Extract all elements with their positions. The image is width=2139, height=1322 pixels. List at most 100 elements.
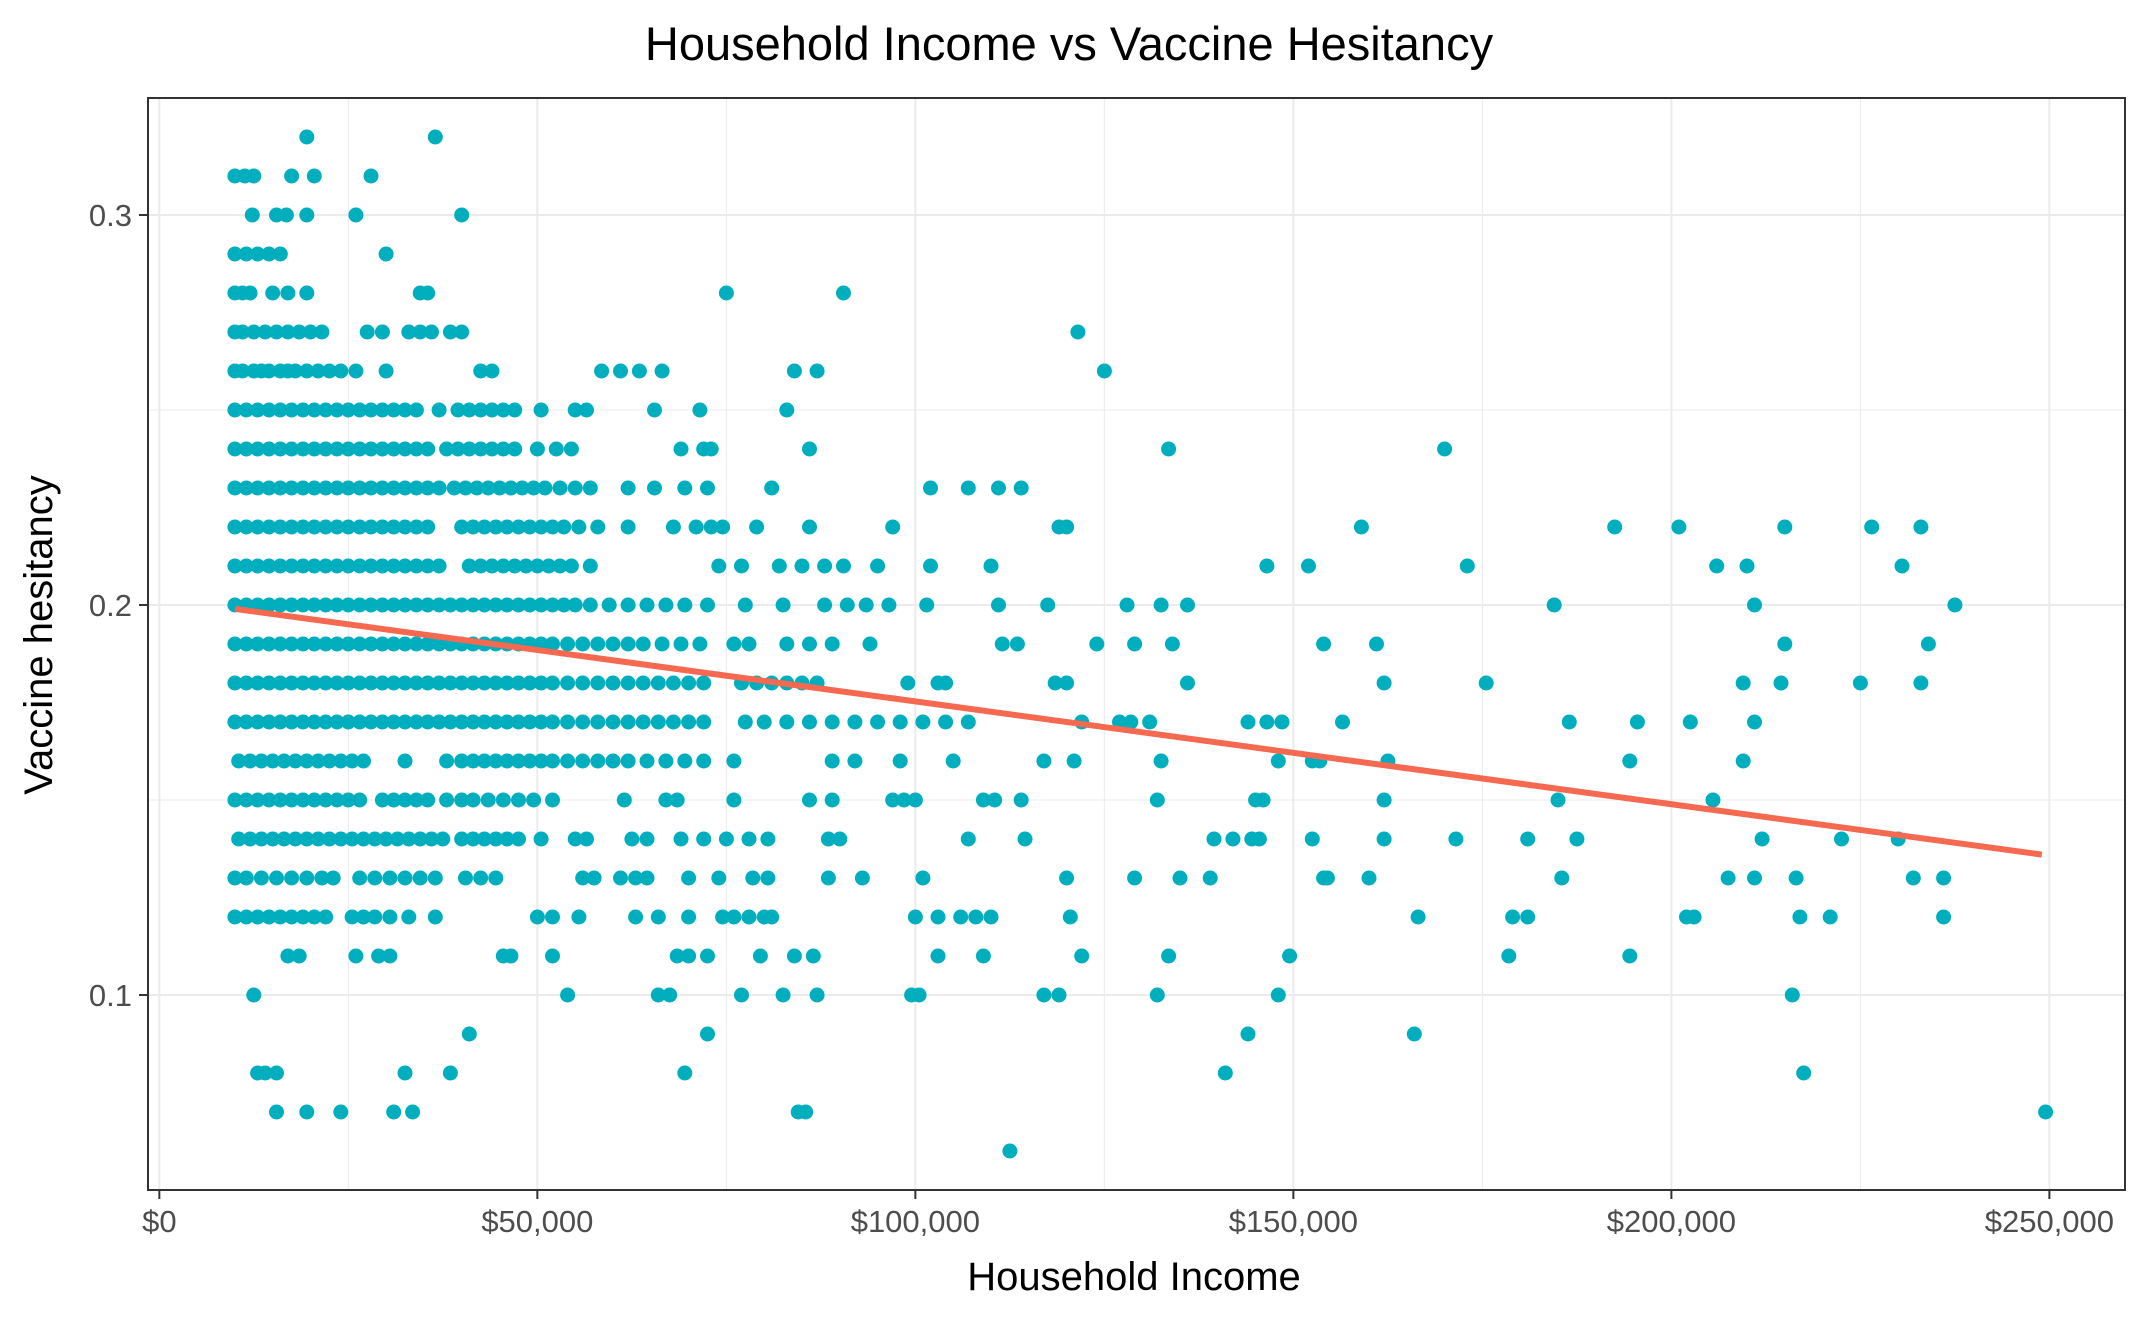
data-point <box>824 714 840 730</box>
data-point <box>911 987 927 1003</box>
data-point <box>488 831 504 847</box>
data-point <box>484 558 500 574</box>
data-point <box>465 597 481 613</box>
data-point <box>261 636 277 652</box>
data-point <box>1376 675 1392 691</box>
data-point <box>631 363 647 379</box>
data-point <box>567 402 583 418</box>
data-point <box>560 987 576 1003</box>
data-point <box>261 363 277 379</box>
data-point <box>476 831 492 847</box>
data-point <box>1047 675 1063 691</box>
data-point <box>250 714 266 730</box>
data-point <box>386 675 402 691</box>
data-point <box>563 558 579 574</box>
data-point <box>628 909 644 925</box>
data-point <box>1936 870 1952 886</box>
data-point <box>321 831 337 847</box>
data-point <box>579 831 594 847</box>
data-point <box>700 480 715 496</box>
data-point <box>299 831 315 847</box>
data-point <box>919 597 935 613</box>
data-point <box>427 909 443 925</box>
data-point <box>363 480 379 496</box>
data-point <box>586 870 602 886</box>
data-point <box>329 558 345 574</box>
data-point <box>616 792 632 808</box>
data-point <box>420 597 436 613</box>
data-point <box>424 324 439 340</box>
data-point <box>238 714 254 730</box>
data-point <box>511 792 526 808</box>
data-point <box>760 831 776 847</box>
data-point <box>250 441 266 457</box>
data-point <box>329 480 345 496</box>
data-point <box>545 636 560 652</box>
data-point <box>930 948 946 964</box>
data-point <box>340 597 356 613</box>
data-point <box>408 714 424 730</box>
data-point <box>1720 870 1736 886</box>
data-point <box>620 675 636 691</box>
data-point <box>545 792 560 808</box>
data-point <box>284 597 300 613</box>
data-point <box>1259 558 1275 574</box>
data-point <box>533 519 549 535</box>
data-point <box>1369 636 1384 652</box>
data-point <box>779 714 795 730</box>
data-point <box>408 441 424 457</box>
data-point <box>1747 597 1762 613</box>
data-point <box>397 441 413 457</box>
data-point <box>363 168 379 184</box>
data-point <box>650 675 666 691</box>
data-point <box>1149 792 1165 808</box>
data-point <box>238 870 254 886</box>
data-point <box>318 597 334 613</box>
data-point <box>318 558 334 574</box>
data-point <box>476 753 492 769</box>
data-point <box>991 597 1006 613</box>
data-point <box>624 831 640 847</box>
data-point <box>1255 792 1271 808</box>
data-point <box>295 480 311 496</box>
data-point <box>930 909 946 925</box>
data-point <box>488 597 504 613</box>
data-point <box>261 246 277 262</box>
data-point <box>318 480 334 496</box>
data-point <box>700 597 715 613</box>
data-point <box>227 558 243 574</box>
data-point <box>333 363 349 379</box>
data-point <box>340 675 356 691</box>
data-point <box>454 753 470 769</box>
data-point <box>397 480 413 496</box>
data-point <box>620 519 636 535</box>
data-point <box>227 909 243 925</box>
data-point <box>352 402 368 418</box>
data-point <box>1127 636 1143 652</box>
data-point <box>238 558 254 574</box>
data-point <box>295 714 311 730</box>
data-point <box>227 675 243 691</box>
data-point <box>306 909 322 925</box>
data-point <box>465 519 481 535</box>
data-point <box>1947 597 1963 613</box>
data-point <box>261 402 277 418</box>
data-point <box>673 441 689 457</box>
data-point <box>420 636 436 652</box>
data-point <box>450 441 466 457</box>
data-point <box>696 714 712 730</box>
data-point <box>272 246 288 262</box>
data-point <box>692 636 708 652</box>
data-point <box>1705 792 1721 808</box>
data-point <box>363 558 379 574</box>
data-point <box>605 636 621 652</box>
data-point <box>378 831 394 847</box>
data-point <box>352 480 368 496</box>
data-point <box>711 870 727 886</box>
data-point <box>760 870 776 886</box>
data-point <box>250 909 266 925</box>
data-point <box>261 480 277 496</box>
data-point <box>650 909 666 925</box>
data-point <box>1240 714 1256 730</box>
data-point <box>836 558 851 574</box>
